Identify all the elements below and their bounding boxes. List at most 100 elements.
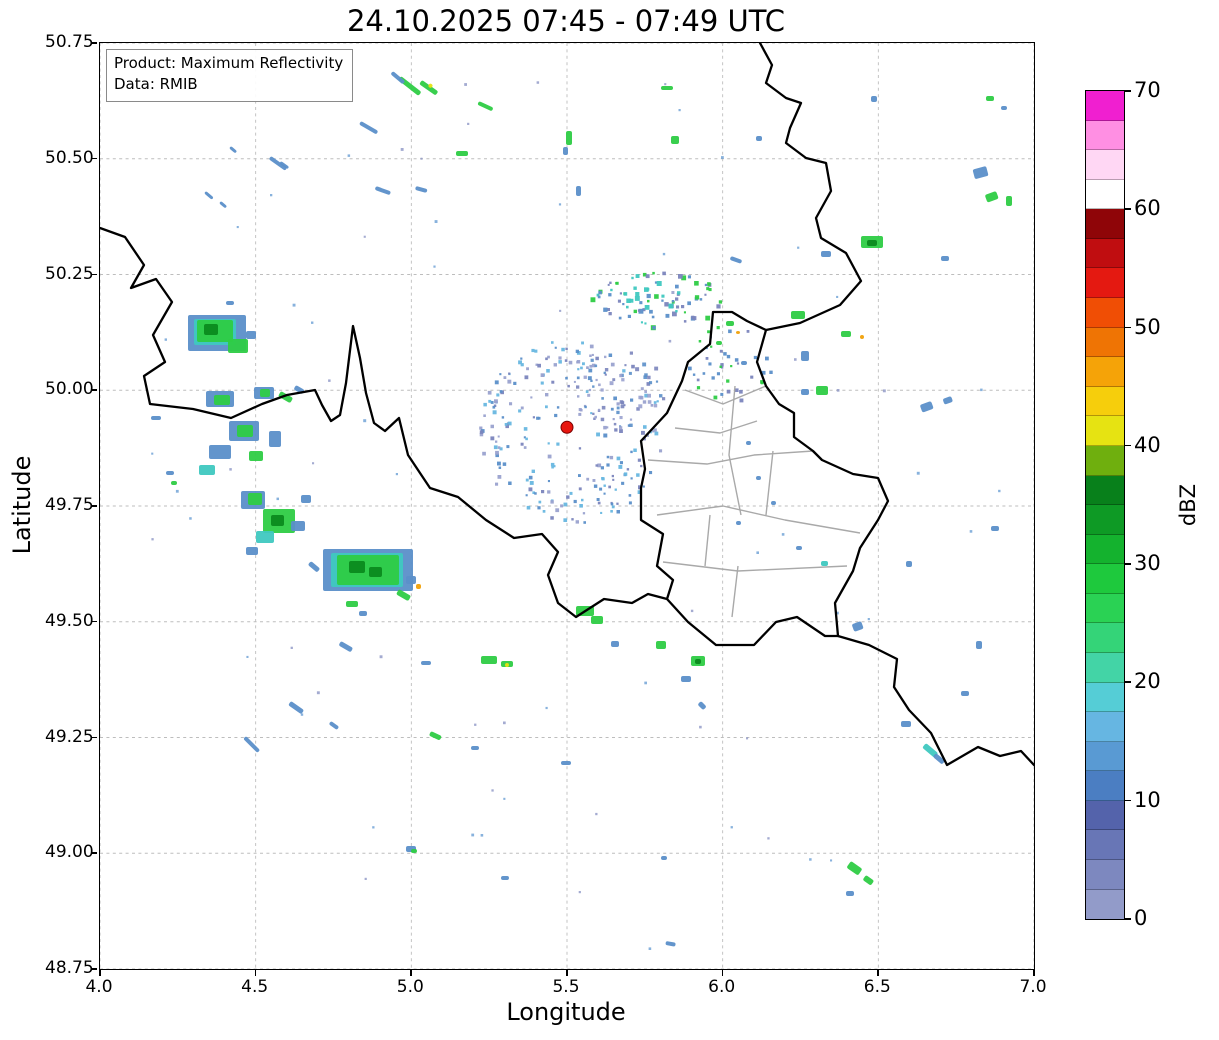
radar-speckle: [652, 430, 655, 433]
radar-speckle: [592, 412, 595, 415]
radar-speckle: [647, 400, 652, 404]
radar-speckle: [969, 530, 973, 533]
radar-speckle: [610, 288, 613, 292]
radar-speckle: [719, 365, 722, 368]
colorbar-segment: [1086, 209, 1124, 239]
colorbar-segment: [1086, 800, 1124, 831]
radar-speckle: [659, 449, 663, 453]
radar-speckle: [372, 826, 375, 829]
radar-speckle: [506, 445, 510, 449]
radar-speckle: [558, 360, 562, 364]
radar-echo: [841, 331, 851, 337]
radar-speckle: [630, 398, 634, 402]
radar-speckle: [628, 371, 632, 375]
radar-echo: [561, 761, 571, 765]
radar-speckle: [612, 418, 615, 421]
radar-speckle: [644, 681, 647, 685]
x-tick-label: 4.0: [85, 977, 113, 997]
radar-speckle: [276, 497, 279, 501]
radar-echo: [256, 531, 274, 543]
radar-speckle: [499, 373, 502, 376]
radar-speckle: [726, 354, 731, 359]
radar-speckle: [622, 303, 625, 306]
radar-speckle: [588, 388, 592, 392]
radar-speckle: [649, 431, 652, 434]
radar-speckle: [598, 290, 602, 295]
colorbar-segment: [1086, 712, 1124, 742]
x-tick-mark: [410, 970, 412, 976]
radar-speckle: [532, 491, 535, 494]
radar-speckle: [573, 380, 576, 383]
radar-speckle: [434, 220, 438, 223]
radar-speckle: [579, 504, 583, 508]
radar-speckle: [483, 414, 486, 417]
radar-speckle: [647, 393, 651, 398]
radar-echo: [661, 856, 667, 860]
colorbar-segment: [1086, 564, 1124, 594]
radar-echo: [791, 311, 805, 319]
radar-speckle: [556, 406, 560, 409]
radar-echo: [801, 351, 809, 361]
radar-speckle: [523, 446, 527, 449]
radar-speckle: [681, 305, 685, 309]
radar-echo: [237, 425, 253, 437]
radar-echo: [846, 891, 854, 896]
radar-echo: [671, 136, 679, 144]
colorbar-segment: [1086, 298, 1124, 328]
radar-speckle: [690, 609, 694, 613]
radar-echo: [291, 521, 305, 531]
radar-speckle: [619, 429, 623, 433]
radar-speckle: [587, 376, 592, 381]
radar-speckle: [300, 713, 304, 716]
radar-speckle: [622, 369, 626, 373]
radar-speckle: [704, 293, 707, 296]
radar-speckle: [652, 271, 655, 275]
radar-speckle: [524, 375, 529, 380]
radar-speckle: [590, 412, 593, 415]
radar-speckle: [497, 435, 500, 438]
radar-speckle: [836, 295, 839, 298]
radar-speckle: [610, 407, 614, 411]
radar-speckle: [612, 478, 615, 481]
radar-speckle: [608, 293, 612, 297]
radar-speckle: [347, 154, 351, 157]
x-tick-label: 6.0: [708, 977, 736, 997]
luxembourg-border: [639, 310, 890, 647]
radar-speckle: [750, 375, 754, 379]
radar-speckle: [636, 473, 640, 477]
colorbar-segment: [1086, 682, 1124, 713]
radar-speckle: [495, 440, 498, 443]
radar-speckle: [363, 419, 367, 423]
radar-speckle: [628, 494, 632, 497]
radar-speckle: [678, 274, 683, 279]
radar-speckle: [535, 363, 538, 366]
radar-speckle: [633, 309, 637, 314]
colorbar-tick-mark: [1125, 681, 1131, 683]
radar-speckle: [688, 366, 692, 371]
radar-speckle: [836, 611, 839, 615]
radar-speckle: [596, 432, 600, 437]
radar-speckle: [595, 464, 598, 467]
radar-echo: [821, 561, 828, 566]
radar-speckle: [630, 450, 633, 454]
radar-echo: [226, 301, 234, 305]
radar-speckle: [520, 442, 524, 446]
radar-speckle: [363, 235, 366, 238]
radar-speckle: [584, 405, 587, 409]
radar-speckle: [597, 295, 601, 299]
radar-speckle: [668, 303, 674, 309]
radar-speckle: [608, 353, 613, 357]
radar-echo: [852, 621, 864, 632]
radar-speckle: [705, 315, 711, 321]
radar-speckle: [151, 452, 154, 455]
radar-speckle: [578, 412, 582, 416]
radar-echo: [228, 339, 248, 353]
radar-speckle: [621, 481, 625, 485]
radar-speckle: [507, 421, 512, 426]
radar-speckle: [492, 405, 496, 409]
radar-echo: [416, 584, 421, 589]
radar-speckle: [563, 502, 568, 507]
radar-speckle: [662, 271, 666, 276]
radar-speckle: [603, 307, 608, 312]
radar-speckle: [916, 471, 920, 475]
